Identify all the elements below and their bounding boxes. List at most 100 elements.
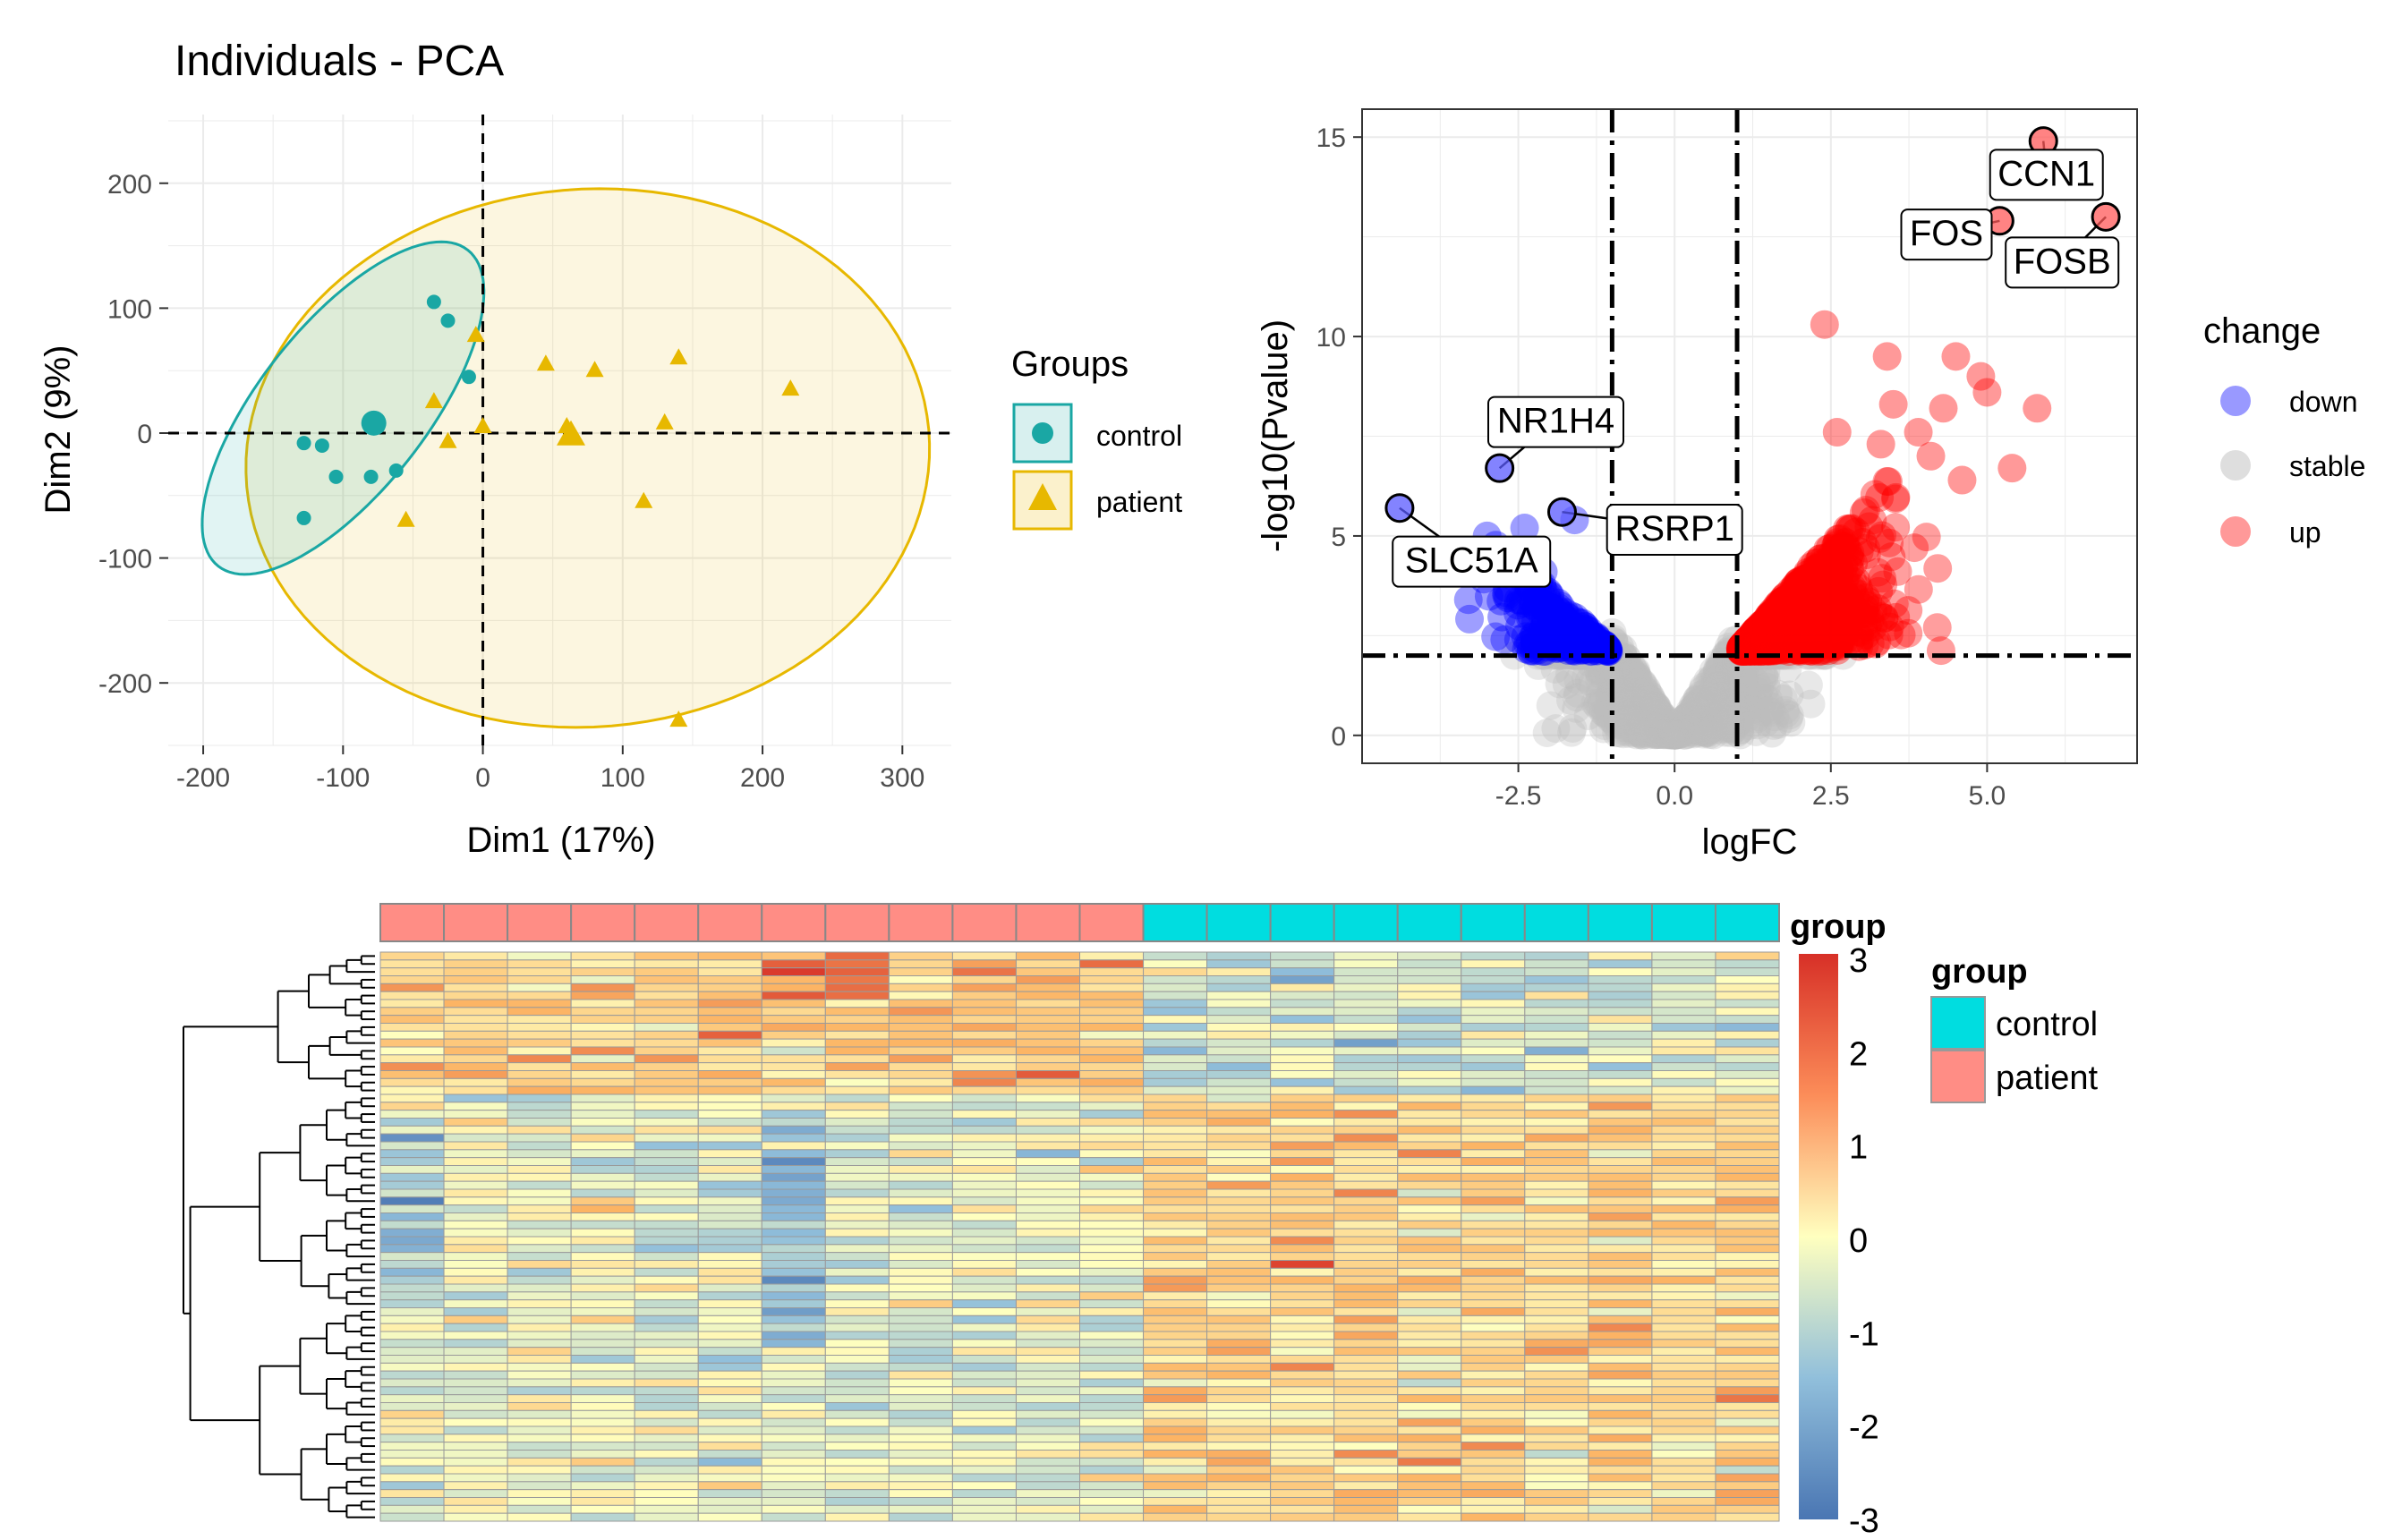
pca-legend-control-label: control [1096, 420, 1182, 452]
heatmap-cell [1715, 1417, 1780, 1427]
volcano-point-stable [1699, 702, 1729, 732]
heatmap-cell [761, 1196, 826, 1206]
volcano-point-up [1804, 566, 1834, 595]
heatmap-cell [507, 1370, 572, 1380]
volcano-point-up [1878, 389, 1908, 419]
heatmap-cell [1588, 1450, 1653, 1459]
heatmap-cell [1270, 1141, 1335, 1151]
heatmap-cell [1270, 1378, 1335, 1388]
heatmap-cell [634, 1015, 699, 1024]
heatmap-cell [888, 1370, 953, 1380]
heatmap-cell [1715, 1133, 1780, 1143]
volcano-point-stable [1682, 698, 1712, 727]
volcano-point-up [1772, 630, 1802, 659]
heatmap-cell [1715, 1299, 1780, 1308]
volcano-point-up [1782, 609, 1811, 639]
volcano-point-stable [1622, 718, 1651, 747]
volcano-point-stable [1672, 705, 1701, 735]
volcano-point-stable [1647, 713, 1676, 743]
volcano-point-up [1733, 631, 1762, 660]
heatmap-cell [443, 1489, 508, 1498]
volcano-point-stable [1665, 716, 1694, 745]
volcano-point-stable [1653, 719, 1682, 749]
heatmap-cell [443, 1355, 508, 1364]
volcano-point-stable [1672, 713, 1701, 743]
volcano-point-stable [1649, 715, 1679, 744]
heatmap-cell [1651, 999, 1716, 1008]
volcano-point-up [1752, 626, 1782, 656]
volcano-point-up [1777, 581, 1807, 610]
heatmap-cell [1015, 1133, 1081, 1143]
heatmap-cell [1588, 1046, 1653, 1056]
volcano-point-stable [1638, 705, 1667, 735]
heatmap-cell [1397, 1481, 1462, 1491]
heatmap-cell [1333, 967, 1399, 976]
heatmap-cell [1715, 1497, 1780, 1506]
heatmap-cell [1143, 991, 1208, 1000]
volcano-point-up [1771, 602, 1801, 632]
volcano-point-up [1791, 590, 1820, 619]
volcano-point-stable [1563, 666, 1593, 695]
volcano-point-stable [1695, 710, 1725, 739]
heatmap-cell [1397, 1102, 1462, 1111]
heatmap-cell [1524, 1481, 1589, 1491]
heatmap-cell [634, 1465, 699, 1475]
heatmap-cell [379, 1417, 445, 1427]
heatmap-cell [1333, 1046, 1399, 1056]
volcano-point-stable [1682, 684, 1712, 713]
volcano-point-down [1512, 634, 1541, 664]
volcano-point-up [1738, 625, 1767, 655]
volcano-point-up [1732, 634, 1761, 663]
volcano-point-up [1757, 604, 1786, 634]
heatmap-cell [1333, 1481, 1399, 1491]
pca-y-tick-label: 0 [137, 420, 152, 449]
volcano-point-up [1772, 583, 1802, 613]
heatmap-cell [824, 1370, 890, 1380]
heatmap-cell [824, 1267, 890, 1277]
heatmap-cell [1333, 1204, 1399, 1213]
volcano-point-up [1733, 629, 1762, 659]
volcano-point-up [1815, 568, 1844, 598]
heatmap-cell [1270, 1070, 1335, 1079]
heatmap-cell [951, 1394, 1017, 1403]
volcano-point-stable [1690, 694, 1719, 724]
volcano-point-stable [1704, 702, 1733, 731]
heatmap-cell [824, 1283, 890, 1293]
heatmap-cell [1206, 1077, 1272, 1087]
volcano-point-stable [1632, 713, 1662, 743]
heatmap-cell [570, 991, 635, 1000]
volcano-point-stable [1657, 718, 1687, 747]
heatmap-cell [1143, 1331, 1208, 1340]
volcano-point-up [1845, 580, 1875, 609]
heatmap-cell [761, 1141, 826, 1151]
volcano-point-up [1733, 630, 1763, 659]
volcano-point-stable [1574, 667, 1604, 696]
volcano-point-up [1852, 533, 1881, 563]
heatmap-cell [1079, 1204, 1145, 1213]
heatmap-cell [951, 1457, 1017, 1467]
heatmap-scale-tick-label: -3 [1849, 1502, 1879, 1540]
heatmap-cell [1524, 1062, 1589, 1071]
heatmap-cell [1333, 1244, 1399, 1254]
heatmap-cell [1524, 1434, 1589, 1443]
volcano-point-stable [1627, 688, 1657, 718]
volcano-point-down [1580, 626, 1609, 656]
volcano-point-stable [1642, 720, 1672, 750]
volcano-point-up [1759, 613, 1789, 642]
heatmap-cell [951, 1425, 1017, 1435]
volcano-point-up [1844, 600, 1874, 630]
volcano-point-up [1799, 596, 1828, 625]
volcano-point-up [1742, 631, 1772, 660]
heatmap-cell [761, 975, 826, 984]
heatmap-cell [507, 1512, 572, 1522]
volcano-point-stable [1664, 716, 1693, 745]
heatmap-cell [1270, 1489, 1335, 1498]
volcano-point-up [1765, 596, 1794, 625]
volcano-point-stable [1677, 700, 1707, 729]
heatmap-cell [1397, 1402, 1462, 1411]
heatmap-cell [1333, 1070, 1399, 1079]
heatmap-cell [1143, 1236, 1208, 1246]
heatmap-cell [570, 1252, 635, 1261]
heatmap-cell [1079, 1125, 1145, 1135]
heatmap-cell [1397, 991, 1462, 1000]
